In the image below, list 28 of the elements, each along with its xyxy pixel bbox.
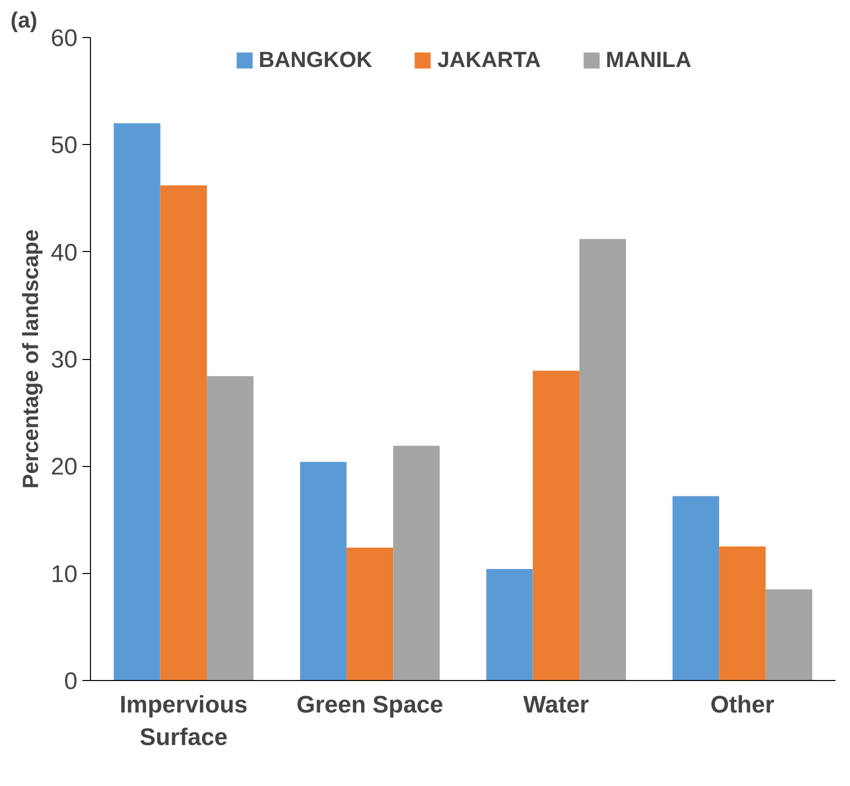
x-tick-label: Green Space [296,692,444,718]
bar [393,446,440,680]
bar [766,589,812,680]
bar [346,548,394,680]
bar [300,462,347,680]
y-axis-title: Percentage of landscape [18,229,43,489]
y-tick-label: 40 [50,239,78,266]
bar [114,123,160,680]
legend-label: JAKARTA [437,47,541,73]
bar [719,546,766,680]
legend-label: BANGKOK [258,47,372,73]
bar [160,185,207,680]
y-tick-label: 60 [50,25,78,52]
x-tick-label: Impervious Surface [120,692,248,751]
y-tick-label: 10 [50,560,78,588]
chart-title: (a) [10,8,38,32]
bar [206,376,254,680]
y-tick-label: 50 [50,132,78,160]
legend-label: MANILA [606,47,692,73]
bar [672,496,720,680]
y-tick-label: 0 [64,668,78,695]
x-tick-label: Other [710,692,774,718]
y-tick-label: 30 [50,346,78,374]
x-tick-label: Water [523,692,590,718]
bar [579,238,626,680]
y-tick-label: 20 [50,454,78,481]
bar [532,370,580,680]
bar [486,569,533,680]
